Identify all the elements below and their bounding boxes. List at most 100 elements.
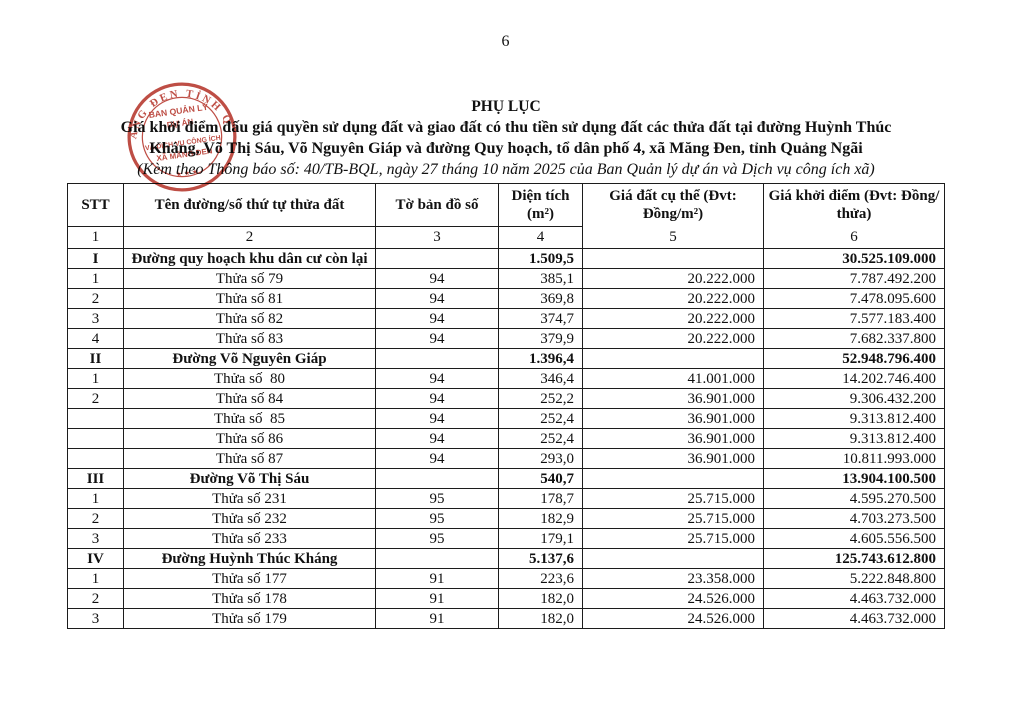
cell-unit-price: 20.222.000 [582, 328, 764, 349]
cell-start-price: 9.313.812.400 [763, 408, 945, 429]
cell-unit-price: 36.901.000 [582, 388, 764, 409]
header-area-label: Diện tích (m²) [511, 188, 570, 222]
cell-stt: II [67, 348, 124, 369]
cell-start-price: 7.478.095.600 [763, 288, 945, 309]
subtitle-line-2: Kháng, Võ Thị Sáu, Võ Nguyên Giáp và đườ… [149, 140, 863, 157]
cell-name: Thửa số 85 [123, 408, 376, 429]
cell-area: 346,4 [498, 368, 583, 389]
cell-start-price: 4.463.732.000 [763, 588, 945, 609]
header-row: STT 1 Tên đường/số thứ tự thửa đất 2 Tờ … [67, 183, 945, 249]
cell-name: Thửa số 177 [123, 568, 376, 589]
header-unit-price-number: 5 [669, 228, 677, 245]
header-start-price-label: Giá khởi điểm (Đvt: Đồng/ thửa) [768, 188, 940, 222]
section-row: IV Đường Huỳnh Thúc Kháng 5.137,6 125.743.6… [67, 548, 945, 569]
cell-stt: 1 [67, 488, 124, 509]
cell-name: Thửa số 84 [123, 388, 376, 409]
cell-unit-price [582, 248, 764, 269]
cell-area: 179,1 [498, 528, 583, 549]
cell-stt [67, 408, 124, 429]
cell-name: Đường Huỳnh Thúc Kháng [123, 548, 376, 569]
cell-area: 252,4 [498, 408, 583, 429]
cell-stt: IV [67, 548, 124, 569]
cell-area: 182,9 [498, 508, 583, 529]
cell-sheet: 95 [375, 488, 499, 509]
cell-sheet: 94 [375, 308, 499, 329]
cell-unit-price: 25.715.000 [582, 528, 764, 549]
cell-sheet: 94 [375, 428, 499, 449]
cell-name: Thửa số 179 [123, 608, 376, 629]
table-row: 4 Thửa số 83 94 379,9 20.222.000 7.682.337.80… [67, 328, 945, 349]
cell-stt [67, 428, 124, 449]
cell-start-price: 7.787.492.200 [763, 268, 945, 289]
table-row: 3 Thửa số 233 95 179,1 25.715.000 4.605.556.5… [67, 528, 945, 549]
table-row: 2 Thửa số 84 94 252,2 36.901.000 9.306.432.20… [67, 388, 945, 409]
cell-sheet: 94 [375, 288, 499, 309]
cell-start-price: 9.306.432.200 [763, 388, 945, 409]
cell-unit-price: 20.222.000 [582, 268, 764, 289]
header-street-label: Tên đường/số thứ tự thửa đất [154, 197, 345, 213]
cell-area: 369,8 [498, 288, 583, 309]
cell-start-price: 125.743.612.800 [763, 548, 945, 569]
cell-start-price: 4.605.556.500 [763, 528, 945, 549]
title-block: PHỤ LỤC Giá khởi điểm đấu giá quyền sử d… [60, 96, 952, 180]
cell-area: 374,7 [498, 308, 583, 329]
header-unit-price: Giá đất cụ thể (Đvt: Đồng/m²) 5 [582, 183, 764, 249]
cell-unit-price: 25.715.000 [582, 508, 764, 529]
cell-sheet: 94 [375, 268, 499, 289]
section-row: II Đường Võ Nguyên Giáp 1.396,4 52.948.796.… [67, 348, 945, 369]
cell-area: 293,0 [498, 448, 583, 469]
header-street: Tên đường/số thứ tự thửa đất 2 [123, 183, 376, 249]
cell-name: Thửa số 87 [123, 448, 376, 469]
cell-unit-price [582, 348, 764, 369]
cell-unit-price: 36.901.000 [582, 408, 764, 429]
section-row: III Đường Võ Thị Sáu 540,7 13.904.100.500 [67, 468, 945, 489]
cell-stt: 3 [67, 528, 124, 549]
cell-unit-price: 36.901.000 [582, 428, 764, 449]
cell-area: 379,9 [498, 328, 583, 349]
cell-name: Đường Võ Thị Sáu [123, 468, 376, 489]
cell-sheet: 94 [375, 388, 499, 409]
subtitle-line-1: Giá khởi điểm đấu giá quyền sử dụng đất … [120, 119, 892, 136]
cell-unit-price: 36.901.000 [582, 448, 764, 469]
cell-area: 178,7 [498, 488, 583, 509]
cell-stt: 2 [67, 508, 124, 529]
cell-name: Thửa số 80 [123, 368, 376, 389]
cell-sheet: 94 [375, 368, 499, 389]
cell-stt: 3 [67, 608, 124, 629]
cell-unit-price: 23.358.000 [582, 568, 764, 589]
cell-start-price: 5.222.848.800 [763, 568, 945, 589]
cell-start-price: 4.463.732.000 [763, 608, 945, 629]
cell-sheet [375, 548, 499, 569]
table-row: 2 Thửa số 81 94 369,8 20.222.000 7.478.095.60… [67, 288, 945, 309]
cell-start-price: 7.577.183.400 [763, 308, 945, 329]
cell-start-price: 9.313.812.400 [763, 428, 945, 449]
page-number: 6 [501, 33, 510, 50]
cell-name: Đường Võ Nguyên Giáp [123, 348, 376, 369]
cell-unit-price: 20.222.000 [582, 308, 764, 329]
cell-stt: 4 [67, 328, 124, 349]
table-header: STT 1 Tên đường/số thứ tự thửa đất 2 Tờ … [67, 183, 945, 249]
cell-area: 5.137,6 [498, 548, 583, 569]
header-map-sheet: Tờ bản đồ số 3 [375, 183, 499, 249]
header-stt-label: STT [81, 197, 110, 213]
cell-start-price: 7.682.337.800 [763, 328, 945, 349]
cell-name: Đường quy hoạch khu dân cư còn lại [123, 248, 376, 269]
cell-stt: 1 [67, 568, 124, 589]
cell-sheet: 95 [375, 528, 499, 549]
table-body: I Đường quy hoạch khu dân cư còn lại 1.509… [67, 248, 945, 629]
cell-start-price: 52.948.796.400 [763, 348, 945, 369]
cell-area: 223,6 [498, 568, 583, 589]
cell-start-price: 30.525.109.000 [763, 248, 945, 269]
table-row: 3 Thửa số 179 91 182,0 24.526.000 4.463.732.0… [67, 608, 945, 629]
cell-area: 1.509,5 [498, 248, 583, 269]
cell-unit-price: 41.001.000 [582, 368, 764, 389]
header-start-price: Giá khởi điểm (Đvt: Đồng/ thửa) 6 [763, 183, 945, 249]
cell-sheet: 91 [375, 568, 499, 589]
cell-sheet [375, 468, 499, 489]
cell-start-price: 13.904.100.500 [763, 468, 945, 489]
cell-unit-price: 25.715.000 [582, 488, 764, 509]
cell-unit-price [582, 468, 764, 489]
table-row: 1 Thửa số 79 94 385,1 20.222.000 7.787.492.20… [67, 268, 945, 289]
cell-sheet [375, 248, 499, 269]
